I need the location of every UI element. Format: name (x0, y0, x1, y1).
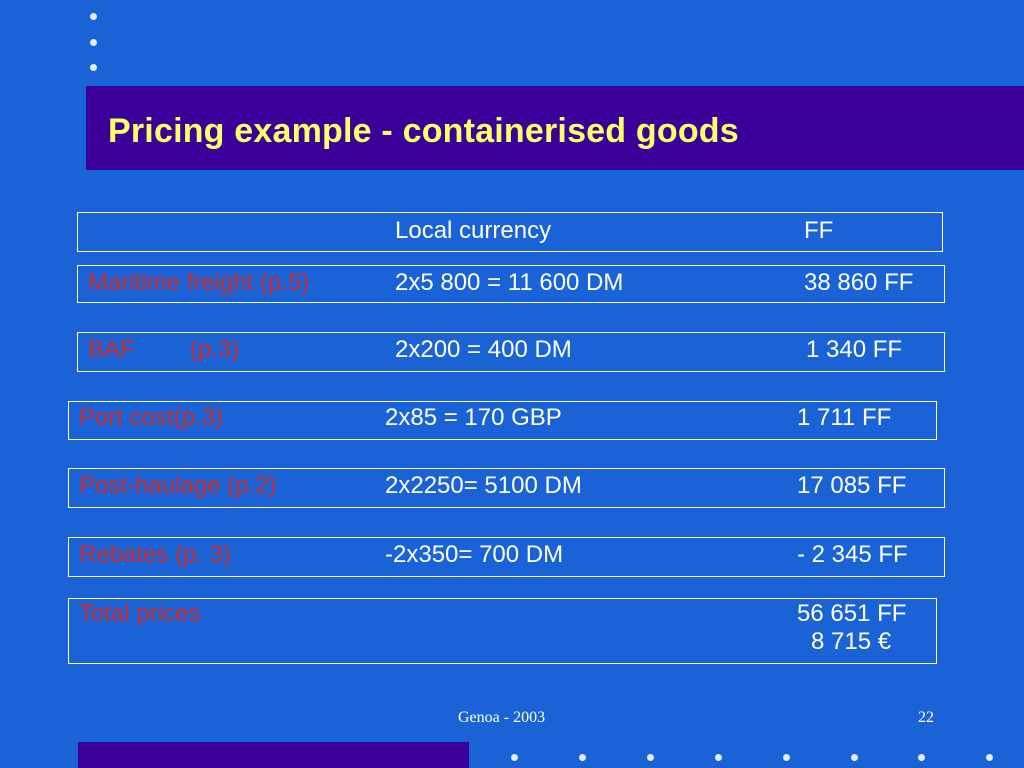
table-row: Post-haulage (p.2) 2x2250= 5100 DM 17 08… (68, 468, 945, 508)
decor-dot (918, 754, 925, 761)
row-ff: 38 860 FF (804, 269, 914, 296)
row-ff: 1 340 FF (806, 336, 903, 363)
row-label: Rebates (p. 3) (79, 541, 232, 568)
footer-location-year: Genoa - 2003 (458, 709, 546, 726)
total-row: Total prices 56 651 FF 8 715 € (68, 598, 937, 664)
decor-dot (511, 754, 518, 761)
slide-number: 22 (918, 709, 934, 726)
header-ff: FF (804, 217, 834, 244)
decor-dot (986, 754, 993, 761)
slide-title: Pricing example - containerised goods (108, 112, 739, 150)
row-ff: 17 085 FF (797, 472, 907, 499)
decor-dot (90, 13, 97, 20)
bottom-bar (78, 742, 469, 768)
row-label-ref: (p.3) (190, 336, 240, 363)
title-bar: Pricing example - containerised goods (86, 86, 1024, 170)
decor-dot (715, 754, 722, 761)
row-label: Port cost(p.3) (79, 404, 224, 431)
row-local: 2x200 = 400 DM (395, 336, 572, 363)
row-local: -2x350= 700 DM (385, 541, 564, 568)
row-ff: 1 711 FF (797, 404, 892, 431)
row-label: BAF (88, 336, 135, 363)
row-local: 2x85 = 170 GBP (385, 404, 562, 431)
row-local: 2x5 800 = 11 600 DM (395, 269, 624, 296)
decor-dot (851, 754, 858, 761)
table-header: Local currency FF (77, 212, 943, 252)
table-row: Maritime freight (p.5) 2x5 800 = 11 600 … (77, 265, 945, 303)
row-ff: - 2 345 FF (797, 541, 908, 568)
decor-dot (579, 754, 586, 761)
total-ff: 56 651 FF (797, 600, 907, 627)
total-eur: 8 715 € (811, 628, 892, 655)
decor-dot (90, 64, 97, 71)
total-label: Total prices (79, 600, 201, 627)
table-row: BAF (p.3) 2x200 = 400 DM 1 340 FF (77, 332, 945, 372)
table-row: Port cost(p.3) 2x85 = 170 GBP 1 711 FF (68, 401, 937, 440)
header-local-currency: Local currency (395, 217, 552, 244)
decor-dot (647, 754, 654, 761)
decor-dot (783, 754, 790, 761)
row-label: Maritime freight (p.5) (88, 269, 310, 296)
decor-dot (90, 39, 97, 46)
table-row: Rebates (p. 3) -2x350= 700 DM - 2 345 FF (68, 537, 945, 577)
row-local: 2x2250= 5100 DM (385, 472, 582, 499)
row-label: Post-haulage (p.2) (79, 472, 277, 499)
